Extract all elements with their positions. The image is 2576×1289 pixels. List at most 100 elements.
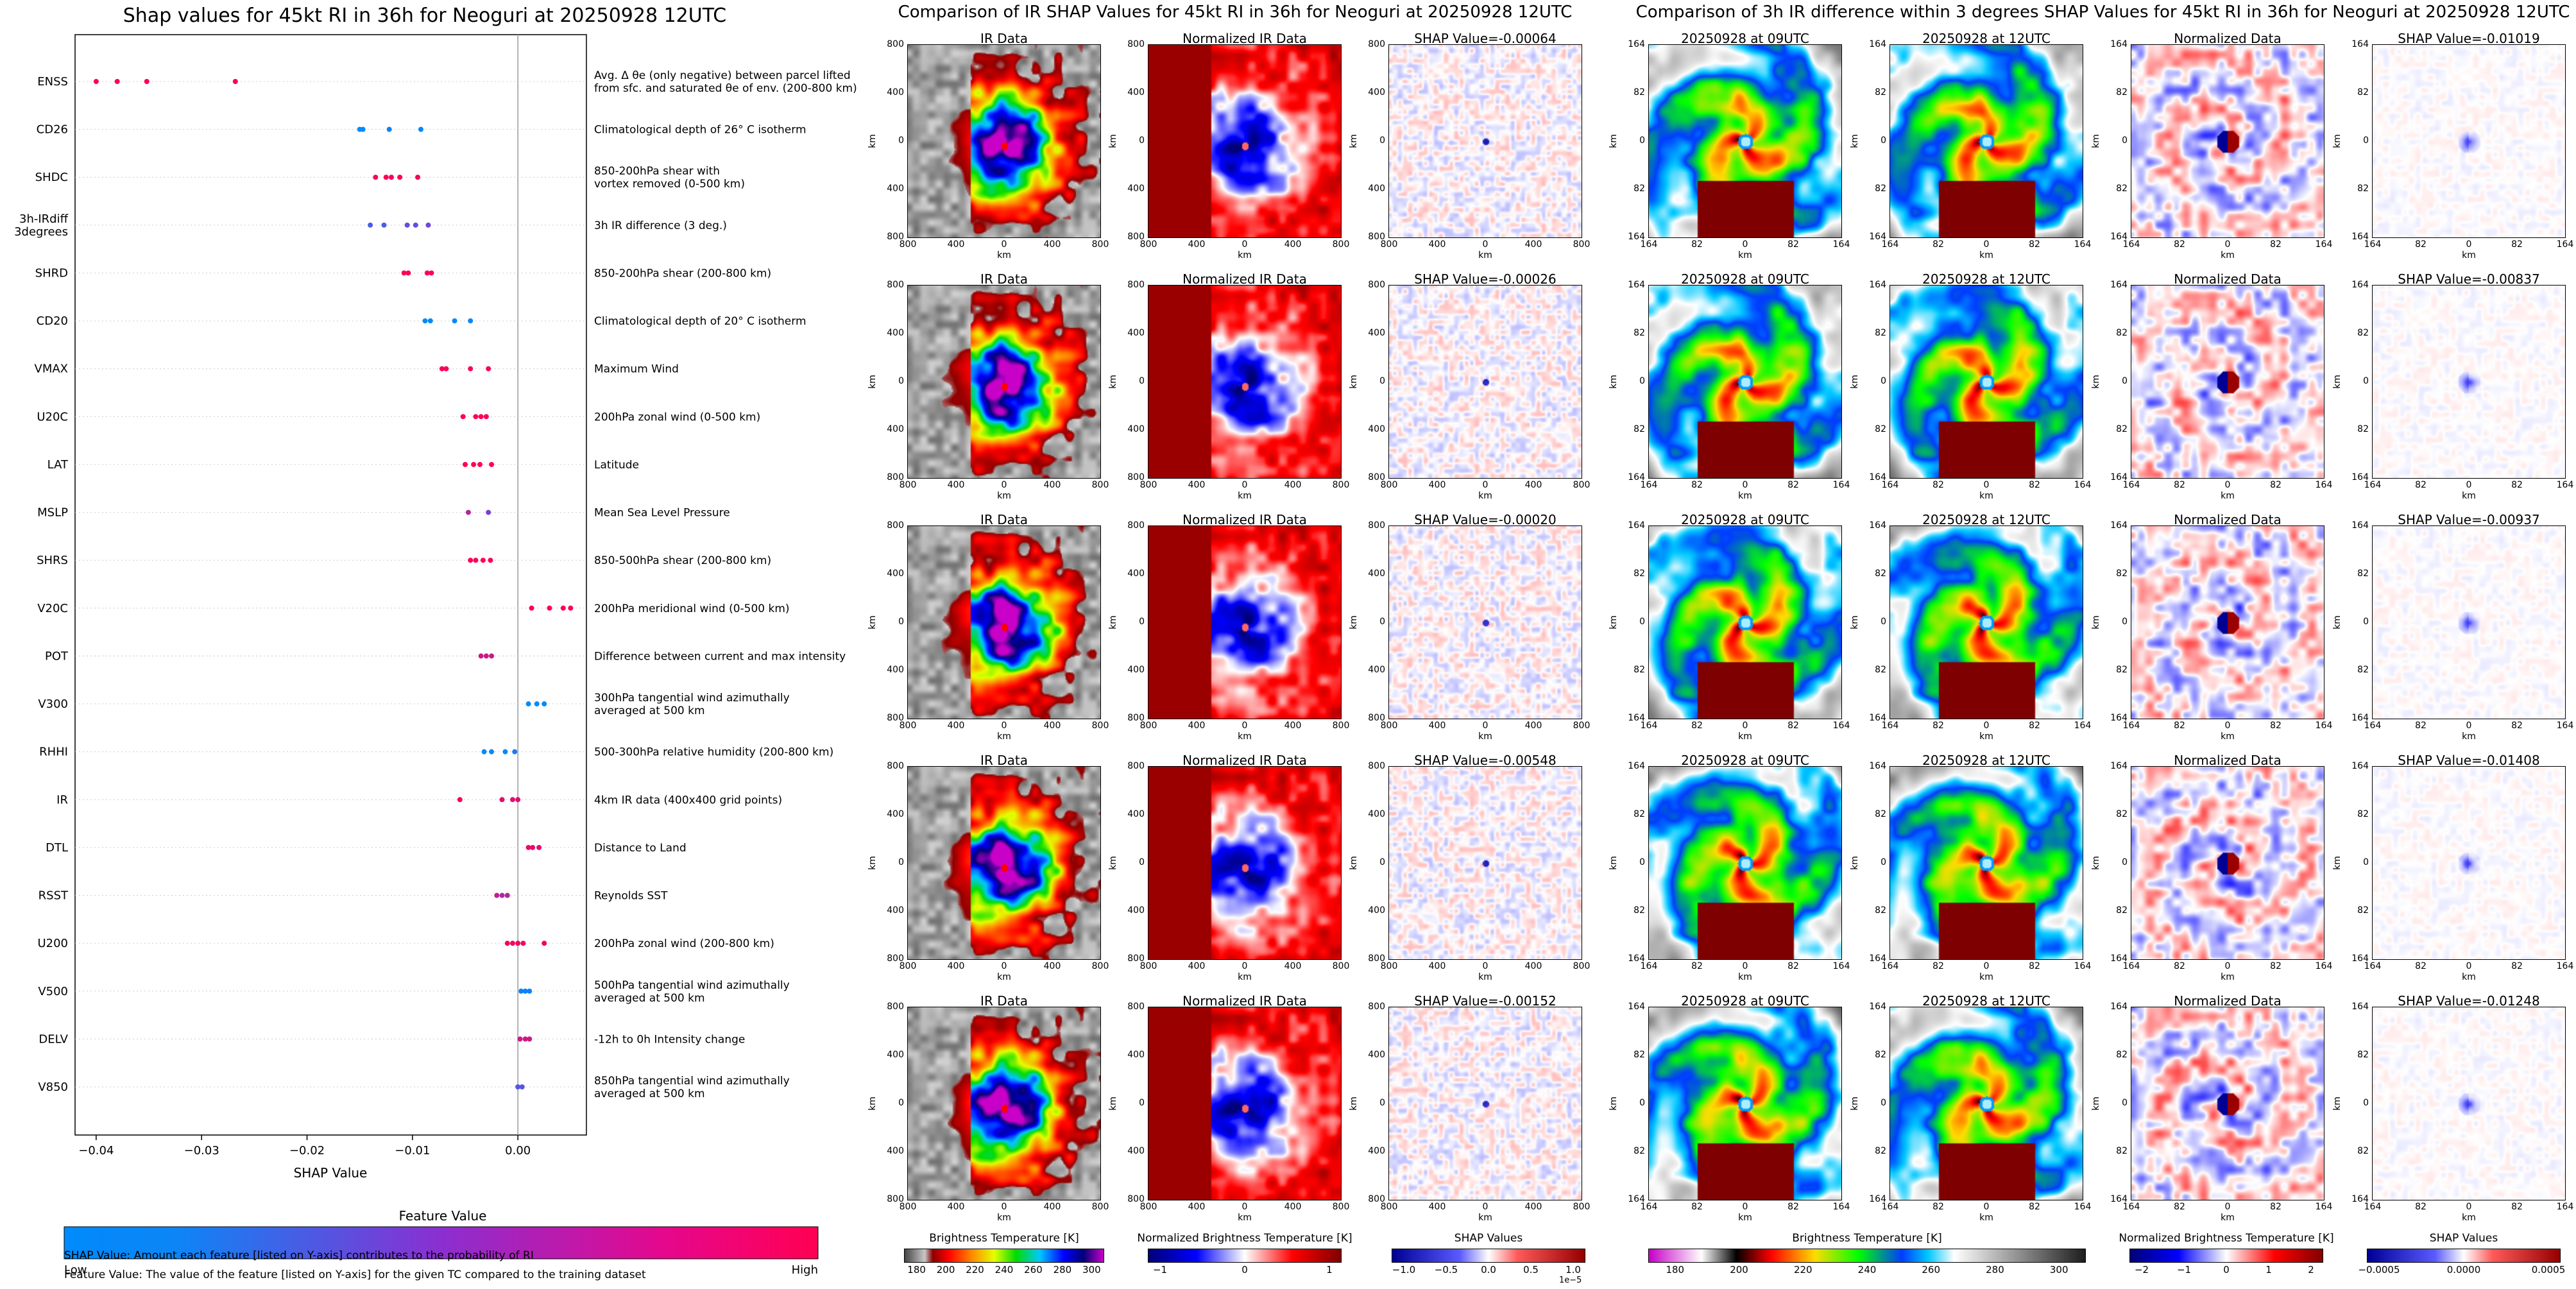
x-tick-label: 82 — [1787, 721, 1799, 731]
colorbar-tick-label: 280 — [1986, 1264, 2004, 1276]
y-tick-label: 400 — [1368, 568, 1385, 579]
panel-title: SHAP Value=-0.00064 — [1414, 31, 1557, 46]
x-tick-label: 800 — [1573, 1202, 1591, 1212]
x-axis-label: km — [2462, 250, 2476, 260]
y-tick-label: 82 — [1633, 809, 1645, 819]
x-tick-label: −0.03 — [184, 1144, 219, 1157]
x-tick-label: 82 — [2511, 239, 2523, 250]
feature-row-vmax: VMAX Maximum Wind — [35, 363, 679, 376]
shap-point — [360, 126, 366, 132]
x-tick-label: 800 — [1091, 961, 1109, 971]
x-tick-label: 82 — [2511, 480, 2523, 490]
x-tick-label: 0 — [2224, 1202, 2231, 1212]
x-tick-label: 82 — [2415, 239, 2427, 250]
shap-point — [489, 653, 495, 659]
y-axis-label: km — [867, 134, 878, 148]
y-tick-label: 164 — [1869, 232, 1886, 242]
shap-point — [483, 414, 489, 420]
y-tick-label: 0 — [898, 1098, 904, 1108]
y-tick-label: 82 — [1633, 1146, 1645, 1156]
y-tick-label: 800 — [1368, 953, 1385, 964]
y-tick-label: 164 — [2110, 232, 2128, 242]
panel-image — [1388, 766, 1582, 960]
colorbar-offset-label: 1e−5 — [1559, 1276, 1582, 1285]
shap-point — [560, 605, 566, 611]
y-tick-label: 0 — [1379, 376, 1385, 386]
shap-feature-rows: ENSS Avg. Δ θe (only negative) between pa… — [14, 69, 857, 1100]
y-tick-label: 0 — [1139, 376, 1145, 386]
y-tick-label: 164 — [1628, 1002, 1645, 1012]
x-tick-label: 82 — [1932, 480, 1944, 490]
y-tick-label: 400 — [1368, 1050, 1385, 1060]
x-axis-label: km — [1238, 972, 1252, 982]
y-tick-label: 82 — [1633, 665, 1645, 675]
x-tick-label: 800 — [1573, 721, 1591, 731]
x-axis-label: km — [1738, 1213, 1752, 1223]
x-tick-label: 400 — [1524, 721, 1542, 731]
y-tick-label: 82 — [2116, 568, 2128, 579]
feature-code-label: LAT — [47, 458, 69, 472]
panel-title: IR Data — [980, 512, 1028, 527]
panel-image — [1388, 285, 1582, 479]
panel-image — [1388, 525, 1582, 719]
y-tick-label: 0 — [1379, 135, 1385, 146]
y-tick-label: 800 — [887, 280, 904, 290]
y-tick-label: 400 — [1127, 905, 1145, 916]
y-tick-label: 0 — [1639, 617, 1645, 627]
x-tick-label: 82 — [2270, 480, 2282, 490]
shap-point — [504, 941, 510, 946]
x-tick-label: 400 — [1188, 480, 1206, 490]
shap-note-1: SHAP Value: Amount each feature [listed … — [64, 1249, 534, 1262]
x-tick-label: 82 — [1787, 480, 1799, 490]
shap-point — [483, 653, 489, 659]
y-tick-label: 800 — [1127, 39, 1145, 49]
x-axis-label: km — [2462, 491, 2476, 501]
y-axis-label: km — [2332, 134, 2342, 148]
y-axis-label: km — [1348, 1097, 1359, 1111]
x-tick-label: 0 — [1482, 721, 1488, 731]
y-tick-label: 82 — [2357, 809, 2369, 819]
y-tick-label: 0 — [1639, 135, 1645, 146]
panel-title: 20250928 at 12UTC — [1922, 271, 2051, 287]
shap-point — [568, 605, 574, 611]
panel-title: SHAP Value=-0.00020 — [1414, 512, 1557, 527]
y-tick-label: 164 — [2110, 520, 2128, 531]
y-tick-label: 400 — [887, 87, 904, 98]
colorbar-gradient — [1648, 1249, 2086, 1263]
y-tick-label: 82 — [1875, 1050, 1886, 1060]
shap-point — [405, 270, 411, 276]
x-tick-label: 400 — [1524, 480, 1542, 490]
x-tick-label: 164 — [2074, 480, 2092, 490]
feature-code-label: POT — [45, 649, 69, 663]
panel-title: Normalized IR Data — [1182, 271, 1307, 287]
y-tick-label: 164 — [2351, 472, 2369, 482]
y-tick-label: 400 — [1368, 424, 1385, 434]
colorbar-tick-label: 300 — [2049, 1264, 2068, 1276]
shap-point — [534, 701, 540, 707]
shap-point — [422, 318, 428, 324]
y-tick-label: 800 — [887, 1194, 904, 1204]
y-tick-label: 0 — [2122, 1098, 2128, 1108]
x-tick-label: 0 — [1742, 480, 1748, 490]
y-tick-label: 164 — [2110, 761, 2128, 771]
y-tick-label: 82 — [2116, 665, 2128, 675]
shap-point — [519, 1084, 525, 1089]
x-axis-label: km — [1238, 1213, 1252, 1223]
panel-title: IR Data — [980, 271, 1028, 287]
x-tick-label: 164 — [1881, 961, 1899, 971]
x-tick-label: 400 — [1284, 239, 1302, 250]
panel-image — [907, 1007, 1101, 1200]
irdiff-panel: SHAP Value=-0.01019 164 164 82 82 0 0 82 82 164 16… — [2332, 31, 2573, 269]
y-axis-label: km — [1608, 615, 1619, 629]
irdiff-panel: 20250928 at 09UTC 164 164 82 82 0 0 82 82 164 164 k… — [1608, 512, 1850, 751]
x-tick-label: 0 — [1482, 239, 1488, 250]
y-axis-label: km — [2090, 134, 2101, 148]
y-tick-label: 82 — [1633, 568, 1645, 579]
colorbar-label: Brightness Temperature [K] — [929, 1232, 1079, 1245]
shap-point — [457, 797, 463, 803]
shap-point — [489, 749, 495, 755]
x-tick-label: 800 — [1573, 480, 1591, 490]
x-tick-label: 400 — [947, 1202, 965, 1212]
y-tick-label: 164 — [1869, 713, 1886, 723]
x-tick-label: 82 — [2174, 480, 2185, 490]
